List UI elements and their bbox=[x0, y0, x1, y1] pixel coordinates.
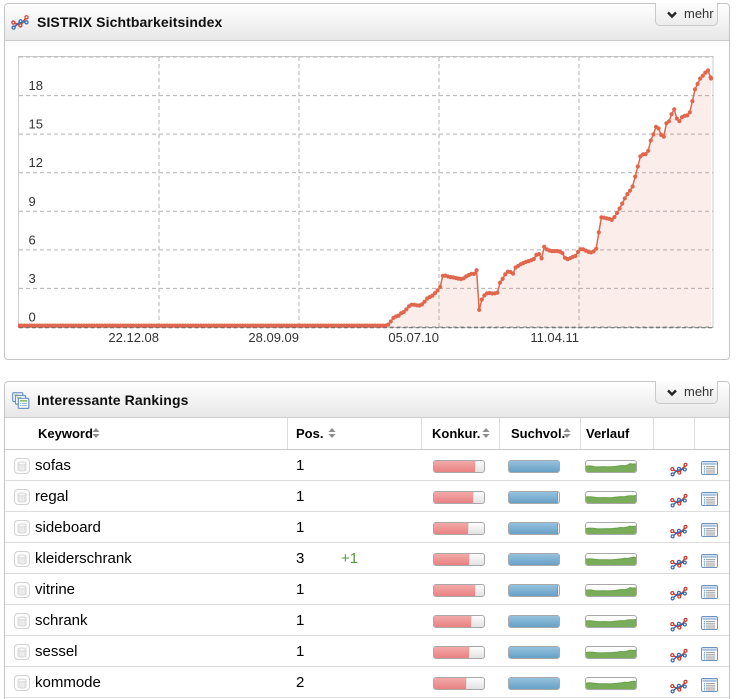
svg-text:18: 18 bbox=[29, 78, 43, 93]
svg-text:05.07.10: 05.07.10 bbox=[388, 330, 439, 345]
svg-text:0: 0 bbox=[29, 310, 36, 325]
svg-text:22.12.08: 22.12.08 bbox=[108, 330, 159, 345]
svg-text:12: 12 bbox=[29, 155, 43, 170]
svg-text:28.09.09: 28.09.09 bbox=[248, 330, 299, 345]
svg-text:15: 15 bbox=[29, 117, 43, 132]
svg-text:11.04.11: 11.04.11 bbox=[530, 330, 579, 345]
svg-text:6: 6 bbox=[29, 232, 36, 247]
svg-text:3: 3 bbox=[29, 271, 36, 286]
svg-text:9: 9 bbox=[29, 194, 36, 209]
